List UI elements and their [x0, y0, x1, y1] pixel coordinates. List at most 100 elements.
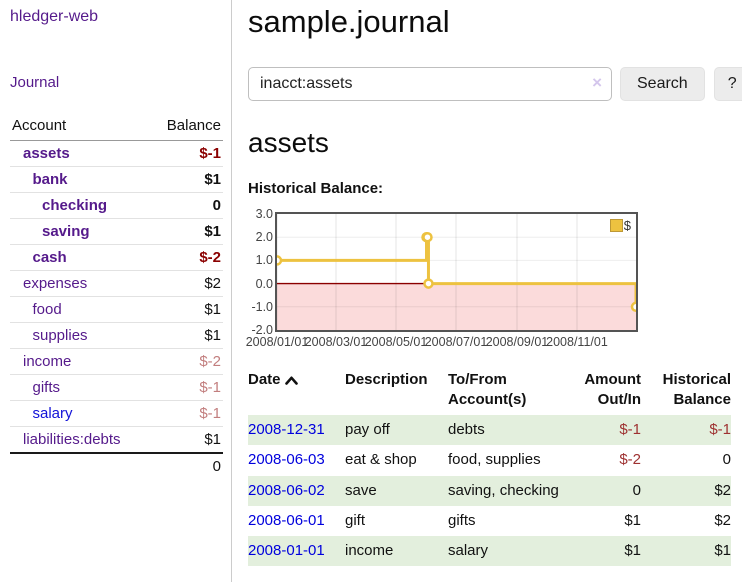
account-link[interactable]: income	[23, 353, 72, 370]
register-table: Date Description To/From Account(s) Amou…	[248, 368, 731, 567]
transaction-date-cell: 2008-01-01	[248, 536, 345, 567]
transaction-date-link[interactable]: 2008-06-02	[248, 481, 325, 499]
account-link[interactable]: assets	[23, 145, 70, 162]
clear-search-icon[interactable]: ×	[592, 73, 602, 92]
transaction-date-link[interactable]: 2008-01-01	[248, 542, 325, 559]
account-row: assets $-1	[10, 141, 223, 167]
account-link[interactable]: gifts	[32, 379, 61, 396]
y-axis-tick-label: 1.0	[255, 253, 273, 268]
transaction-accounts: gifts	[448, 511, 476, 529]
account-balance: 0	[212, 197, 221, 214]
help-button[interactable]: ?	[713, 67, 742, 101]
col-header-accounts[interactable]: To/From Account(s)	[448, 371, 527, 408]
transaction-amount: 0	[575, 475, 641, 506]
transaction-date-cell: 2008-06-02	[248, 475, 345, 506]
sidebar: hledger-web Journal Account Balance asse…	[0, 0, 232, 582]
transaction-date-cell: 2008-06-03	[248, 445, 345, 475]
register-header-row: Date Description To/From Account(s) Amou…	[248, 368, 731, 415]
app-brand-link[interactable]: hledger-web	[10, 8, 99, 25]
y-axis-tick-label: -2.0	[251, 323, 273, 337]
account-link[interactable]: saving	[42, 223, 90, 240]
transaction-description: save	[345, 475, 448, 506]
transaction-date-cell: 2008-12-31	[248, 415, 345, 446]
search-button[interactable]: Search	[620, 67, 705, 101]
legend-label: $	[623, 218, 631, 233]
x-axis-tick-label: 2008/11/01	[546, 335, 608, 349]
account-heading: assets	[248, 127, 329, 158]
account-row: salary $-1	[10, 401, 223, 427]
account-link[interactable]: food	[32, 301, 62, 318]
chart-legend: $	[609, 218, 631, 233]
nav-journal-link[interactable]: Journal	[10, 74, 60, 91]
account-link[interactable]: checking	[42, 197, 108, 214]
account-row: gifts $-1	[10, 375, 223, 401]
col-header-description[interactable]: Description	[345, 371, 428, 388]
historical-balance-chart: $ 3.0 2.0 1.0 0.0 -1.0 -2.0 2008/01/01 2008/03/…	[246, 206, 742, 351]
search-form: × Search ?	[248, 67, 742, 101]
transaction-row: 2008-06-03 eat & shop food, supplies $-2 0	[248, 445, 731, 475]
transaction-accounts: food, supplies	[448, 451, 541, 469]
account-balance: $2	[204, 275, 221, 292]
transaction-balance: $2	[641, 475, 731, 506]
account-row: liabilities:debts $1	[10, 427, 223, 452]
col-header-amount[interactable]: Amount Out/In	[584, 371, 641, 408]
account-balance: $-1	[199, 405, 221, 422]
transaction-description: gift	[345, 511, 366, 529]
x-axis-tick-label: 2008/01/01	[245, 335, 309, 349]
account-link[interactable]: cash	[32, 249, 67, 266]
col-header-date[interactable]: Date	[248, 368, 345, 415]
x-axis-tick-label: 2008/07/01	[424, 335, 488, 349]
account-balance: $-2	[199, 249, 221, 266]
account-balance: $1	[204, 223, 221, 240]
chart-canvas	[277, 214, 636, 330]
transaction-row: 2008-06-02 save saving, checking 0 $2	[248, 475, 731, 506]
transaction-row: 2008-06-01 gift gifts $1 $2	[248, 506, 731, 536]
transaction-date-link[interactable]: 2008-06-01	[248, 511, 325, 529]
account-row: bank $1	[10, 167, 223, 193]
x-axis-tick-label: 2008/09/01	[485, 335, 549, 349]
accounts-list: assets $-1 bank $1 checking 0 saving $1 cash $-2 e…	[10, 141, 223, 452]
account-balance: $-1	[199, 145, 221, 162]
transaction-date-link[interactable]: 2008-12-31	[248, 421, 325, 438]
account-row: supplies $1	[10, 323, 223, 349]
account-link[interactable]: bank	[32, 171, 68, 188]
y-axis-tick-label: 3.0	[255, 207, 273, 221]
transaction-amount: $-2	[619, 451, 641, 469]
accounts-total-row: 0	[10, 452, 223, 479]
x-axis-tick-label: 2008/03/01	[304, 335, 368, 349]
account-row: expenses $2	[10, 271, 223, 297]
account-balance: $1	[204, 431, 221, 448]
accounts-panel: Account Balance assets $-1 bank $1 checking 0…	[10, 114, 223, 479]
account-row: food $1	[10, 297, 223, 323]
account-balance: $-1	[199, 379, 221, 396]
account-link[interactable]: expenses	[23, 275, 88, 292]
transaction-date-cell: 2008-06-01	[248, 506, 345, 536]
account-row: income $-2	[10, 349, 223, 375]
transaction-accounts: salary	[448, 536, 575, 567]
x-axis-tick-label: 2008/05/01	[364, 335, 428, 349]
transaction-description: income	[345, 536, 448, 567]
search-input[interactable]	[248, 67, 612, 101]
accounts-header: Account Balance	[10, 114, 223, 141]
transaction-date-link[interactable]: 2008-06-03	[248, 451, 325, 469]
transaction-accounts: saving, checking	[448, 475, 575, 506]
account-link[interactable]: salary	[32, 405, 73, 422]
col-header-balance[interactable]: Historical Balance	[662, 371, 731, 408]
transaction-description: eat & shop	[345, 451, 417, 469]
transaction-balance: $2	[714, 511, 731, 529]
transaction-description: pay off	[345, 415, 448, 446]
account-link[interactable]: supplies	[32, 327, 88, 344]
transaction-amount: $-1	[575, 415, 641, 446]
accounts-total-value: 0	[212, 458, 221, 475]
nav-journal: Journal	[10, 74, 223, 92]
y-axis-tick-label: 2.0	[255, 230, 273, 245]
account-link[interactable]: liabilities:debts	[23, 431, 121, 448]
account-row: checking 0	[10, 193, 223, 219]
main-content: sample.journal × Search ? assets Histori…	[232, 0, 742, 582]
account-balance: $1	[204, 301, 221, 318]
chart-title: Historical Balance:	[248, 180, 384, 197]
account-row: cash $-2	[10, 245, 223, 271]
transaction-balance: $1	[641, 536, 731, 567]
transaction-accounts: debts	[448, 415, 575, 446]
account-balance: $-2	[199, 353, 221, 370]
